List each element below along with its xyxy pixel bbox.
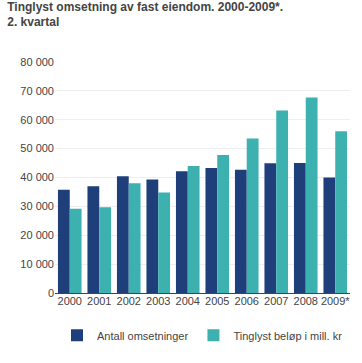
svg-text:2004: 2004 [176,295,200,307]
svg-text:2001: 2001 [87,295,111,307]
svg-text:30 000: 30 000 [20,200,54,212]
svg-text:2002: 2002 [117,295,141,307]
svg-text:60 000: 60 000 [20,114,54,126]
svg-text:40 000: 40 000 [20,171,54,183]
svg-text:2009*: 2009* [321,295,350,307]
svg-text:Antall omsetninger: Antall omsetninger [97,330,188,342]
svg-text:50 000: 50 000 [20,142,54,154]
svg-text:20 000: 20 000 [20,229,54,241]
svg-text:0: 0 [48,287,54,299]
svg-text:10 000: 10 000 [20,258,54,270]
svg-text:Tinglyst omsetning av fast eie: Tinglyst omsetning av fast eiendom. 2000… [7,0,283,29]
svg-text:2005: 2005 [205,295,229,307]
svg-text:2003: 2003 [146,295,170,307]
svg-text:2000: 2000 [58,295,82,307]
svg-text:70 000: 70 000 [20,85,54,97]
svg-text:2007: 2007 [264,295,288,307]
svg-text:80 000: 80 000 [20,56,54,68]
svg-text:2008: 2008 [294,295,318,307]
svg-text:Tinglyst beløp i mill. kr: Tinglyst beløp i mill. kr [233,330,342,342]
svg-text:2006: 2006 [235,295,259,307]
